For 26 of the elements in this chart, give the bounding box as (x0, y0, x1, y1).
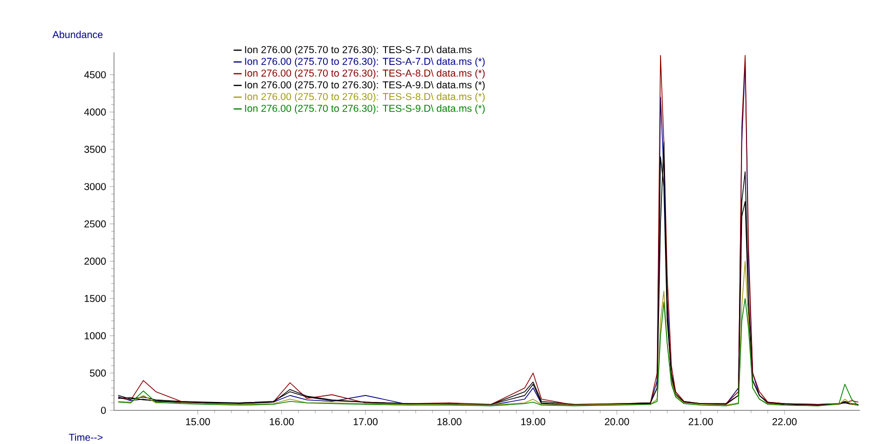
x-tick-label: 17.00 (354, 418, 378, 426)
y-tick-label: 0 (101, 406, 106, 414)
x-tick-label: 15.00 (186, 418, 210, 426)
y-tick-label: 3000 (84, 182, 106, 190)
y-tick-label: 500 (90, 369, 106, 377)
y-axis-title: Abundance (52, 30, 103, 38)
y-tick-label: 2500 (84, 220, 106, 228)
y-tick-label: 1000 (84, 332, 106, 340)
x-tick-label: 21.00 (688, 418, 713, 426)
x-axis-title: Time--> (68, 433, 103, 441)
legend-label: Ion 276.00 (275.70 to 276.30): TES-S-9.D\ data.ms (*) (245, 104, 485, 114)
legend-label: Ion 276.00 (275.70 to 276.30): TES-A-8.D\ data.ms (*) (245, 69, 485, 79)
y-tick-label: 1500 (84, 294, 106, 302)
legend-label: Ion 276.00 (275.70 to 276.30): TES-S-8.D\ data.ms (*) (245, 92, 485, 102)
legend-label: Ion 276.00 (275.70 to 276.30): TES-A-9.D\ data.ms (*) (245, 80, 485, 90)
legend-label: Ion 276.00 (275.70 to 276.30): TES-A-7.D\ data.ms (*) (245, 57, 485, 67)
legend-label: Ion 276.00 (275.70 to 276.30): TES-S-7.D\ data.ms (245, 46, 472, 56)
x-tick-label: 18.00 (438, 418, 462, 426)
x-tick-label: 19.00 (521, 418, 546, 426)
y-tick-label: 4500 (84, 71, 106, 78)
y-tick-label: 3500 (84, 146, 106, 153)
x-tick-label: 20.00 (604, 418, 630, 426)
y-tick-label: 2000 (84, 258, 106, 265)
x-tick-label: 16.00 (270, 418, 294, 426)
x-tick-label: 22.00 (772, 418, 797, 426)
y-tick-label: 4000 (84, 108, 106, 116)
